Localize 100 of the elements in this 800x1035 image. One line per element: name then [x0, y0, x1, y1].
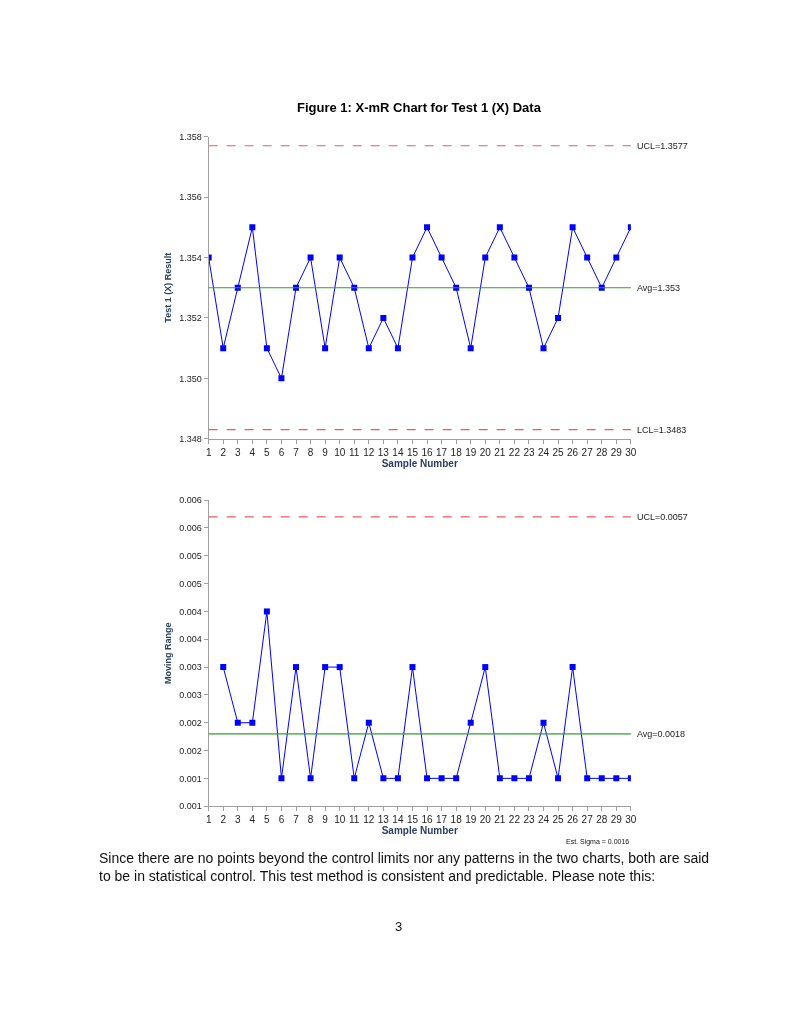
y-tick-label: 0.006: [179, 495, 202, 506]
point: [409, 254, 416, 261]
ref-line-label: LCL=1.3483: [637, 425, 687, 435]
point: [220, 345, 227, 352]
point: [263, 345, 270, 352]
x-tick-label: 16: [421, 446, 434, 458]
x-tick-label: 9: [322, 814, 329, 826]
point: [293, 664, 300, 671]
x-tick-label: 27: [581, 446, 594, 458]
x-tick-label: 7: [293, 446, 300, 458]
x-tick-label: 11: [349, 814, 360, 826]
y-tick-label: 0.006: [179, 523, 202, 534]
x-tick-label: 25: [552, 446, 565, 458]
x-tick-label: 6: [278, 814, 285, 826]
point: [220, 664, 227, 671]
point: [263, 608, 270, 615]
y-tick-label: 0.003: [179, 690, 202, 701]
point: [365, 345, 372, 352]
point: [380, 314, 387, 321]
point: [584, 254, 591, 261]
point: [511, 254, 518, 261]
x-tick-label: 9: [322, 446, 329, 458]
x-tick-label: 24: [537, 446, 550, 458]
x-tick-label: 25: [552, 814, 565, 826]
point: [336, 254, 343, 261]
x-tick-label: 2: [220, 446, 227, 458]
y-axis-title: Test 1 (X) Result: [162, 252, 173, 323]
x-tick-label: 17: [436, 446, 448, 458]
point: [569, 664, 576, 671]
y-tick-label: 1.348: [179, 433, 202, 444]
point: [569, 224, 576, 231]
point: [540, 345, 547, 352]
point: [540, 719, 547, 726]
point: [278, 775, 285, 782]
ref-line-label: Avg=0.0018: [637, 729, 686, 739]
point: [598, 775, 605, 782]
x-tick-label: 18: [450, 814, 463, 826]
x-tick-label: 12: [363, 814, 375, 826]
y-tick-label: 1.358: [179, 131, 202, 142]
x-tick-label: 30: [625, 814, 637, 826]
y-tick-label: 0.005: [179, 578, 202, 589]
y-tick-label: 1.350: [179, 373, 202, 384]
x-tick-label: 22: [508, 446, 521, 458]
y-tick-label: 0.002: [179, 717, 202, 728]
point: [234, 719, 241, 726]
x-tick-label: 30: [625, 446, 637, 458]
point: [409, 664, 416, 671]
x-tick-label: 3: [235, 446, 241, 458]
y-tick-label: 1.356: [179, 192, 202, 203]
x-tick-label: 29: [610, 814, 623, 826]
point: [482, 254, 489, 261]
x-tick-label: 1: [205, 814, 212, 826]
x-tick-label: 5: [264, 446, 271, 458]
point: [322, 664, 329, 671]
x-tick-label: 7: [293, 814, 300, 826]
ref-line-label: UCL=1.3577: [637, 141, 688, 151]
point: [351, 775, 358, 782]
point: [482, 664, 489, 671]
x-tick-label: 22: [508, 814, 521, 826]
point: [613, 254, 620, 261]
point: [365, 719, 372, 726]
point: [467, 345, 474, 352]
y-tick-label: 0.002: [179, 745, 202, 756]
y-tick-label: 1.352: [179, 313, 202, 324]
x-tick-label: 8: [307, 814, 314, 826]
point: [511, 775, 518, 782]
y-tick-label: 0.005: [179, 550, 202, 561]
x-tick-label: 29: [610, 446, 623, 458]
x-tick-label: 1: [205, 446, 212, 458]
x-tick-label: 15: [406, 446, 419, 458]
point: [322, 345, 329, 352]
x-tick-label: 19: [465, 446, 477, 458]
x-tick-label: 27: [581, 814, 594, 826]
point: [424, 775, 431, 782]
x-tick-label: 20: [479, 814, 492, 826]
y-tick-label: 0.004: [179, 606, 202, 617]
point: [525, 775, 532, 782]
point: [249, 719, 256, 726]
x-tick-label: 21: [494, 446, 506, 458]
x-tick-label: 6: [278, 446, 285, 458]
point: [438, 775, 445, 782]
x-tick-label: 24: [537, 814, 550, 826]
x-tick-label: 20: [479, 446, 492, 458]
ref-line-label: UCL=0.0057: [637, 512, 688, 522]
x-tick-label: 2: [220, 814, 227, 826]
text: 3: [395, 919, 403, 934]
point: [394, 775, 401, 782]
x-tick-label: 11: [349, 446, 360, 458]
y-tick-label: 0.001: [179, 801, 202, 812]
x-tick-label: 19: [465, 814, 477, 826]
x-tick-label: 23: [523, 446, 535, 458]
point: [496, 224, 503, 231]
x-tick-label: 13: [377, 446, 390, 458]
x-tick-label: 13: [377, 814, 390, 826]
y-tick-label: 0.001: [179, 773, 202, 784]
x-tick-label: 10: [334, 814, 346, 826]
point: [453, 775, 460, 782]
y-tick-label: 0.004: [179, 634, 202, 645]
point: [394, 345, 401, 352]
x-tick-label: 17: [436, 814, 448, 826]
